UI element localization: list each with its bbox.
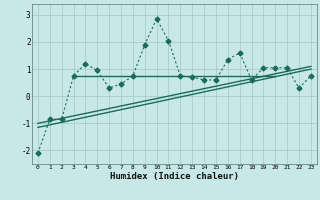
X-axis label: Humidex (Indice chaleur): Humidex (Indice chaleur) xyxy=(110,172,239,181)
